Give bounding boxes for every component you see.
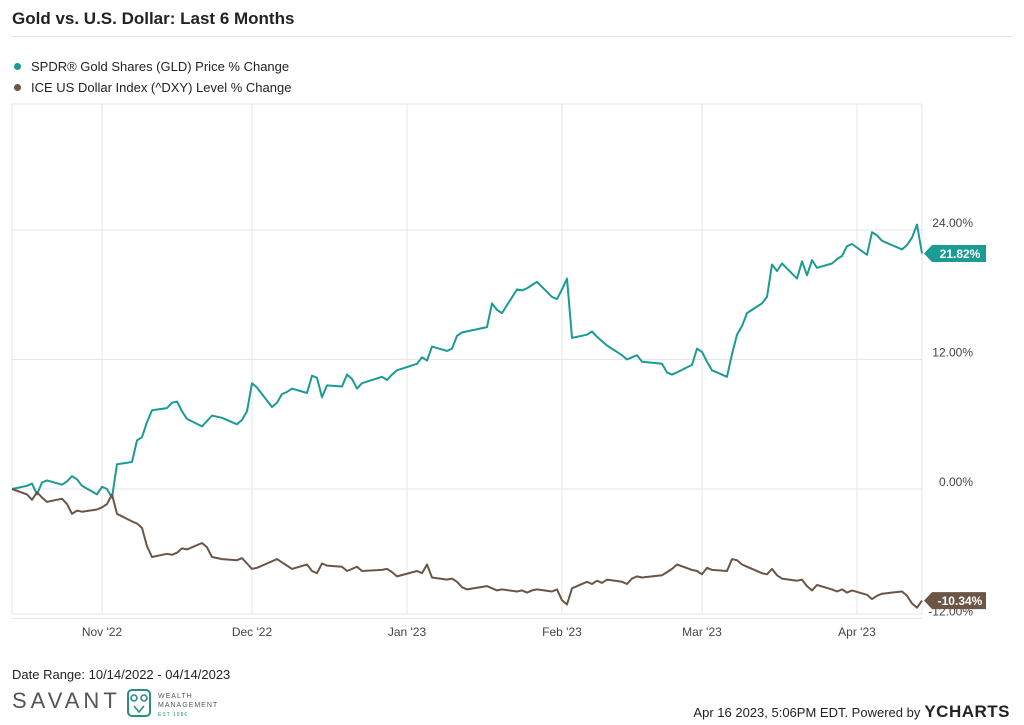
series-line-gld bbox=[11, 223, 923, 499]
y-tick-label: 12.00% bbox=[932, 346, 973, 360]
legend-item-dxy[interactable]: ICE US Dollar Index (^DXY) Level % Chang… bbox=[14, 77, 291, 98]
legend-item-gld[interactable]: SPDR® Gold Shares (GLD) Price % Change bbox=[14, 56, 291, 77]
title-divider bbox=[12, 36, 1012, 37]
date-range-label: Date Range: 10/14/2022 - 04/14/2023 bbox=[12, 667, 231, 682]
ycharts-brand[interactable]: YCHARTS bbox=[924, 702, 1010, 721]
end-label-gld: 21.82% bbox=[940, 247, 981, 261]
end-label-dxy: -10.34% bbox=[938, 594, 983, 608]
x-tick-label: Jan '23 bbox=[388, 625, 427, 639]
chart-title: Gold vs. U.S. Dollar: Last 6 Months bbox=[12, 9, 295, 28]
powered-by: Apr 16 2023, 5:06PM EDT. Powered by YCHA… bbox=[693, 702, 1010, 722]
chart-legend: SPDR® Gold Shares (GLD) Price % Change I… bbox=[14, 56, 291, 98]
x-tick-label: Feb '23 bbox=[542, 625, 582, 639]
y-tick-label: 24.00% bbox=[932, 216, 973, 230]
legend-label-gld: SPDR® Gold Shares (GLD) Price % Change bbox=[31, 59, 290, 74]
end-flag-dxy bbox=[924, 592, 986, 610]
x-tick-label: Mar '23 bbox=[682, 625, 722, 639]
savant-logo: SAVANT WEALTH MANAGEMENT EST 1986 bbox=[12, 688, 218, 718]
x-tick-label: Dec '22 bbox=[232, 625, 273, 639]
logo-sub2: MANAGEMENT bbox=[158, 702, 218, 709]
x-tick-label: Nov '22 bbox=[82, 625, 123, 639]
legend-marker-gld bbox=[14, 63, 21, 70]
x-tick-label: Apr '23 bbox=[838, 625, 876, 639]
legend-marker-dxy bbox=[14, 84, 21, 91]
owl-icon bbox=[127, 689, 151, 717]
logo-name: SAVANT bbox=[12, 688, 121, 713]
legend-label-dxy: ICE US Dollar Index (^DXY) Level % Chang… bbox=[31, 80, 292, 95]
logo-est: EST 1986 bbox=[158, 712, 188, 718]
end-flag-gld bbox=[924, 245, 986, 263]
logo-sub1: WEALTH bbox=[158, 693, 193, 700]
y-tick-label: 0.00% bbox=[939, 475, 973, 489]
series-line-dxy bbox=[11, 488, 923, 609]
powered-by-text: Apr 16 2023, 5:06PM EDT. Powered by bbox=[693, 704, 921, 720]
